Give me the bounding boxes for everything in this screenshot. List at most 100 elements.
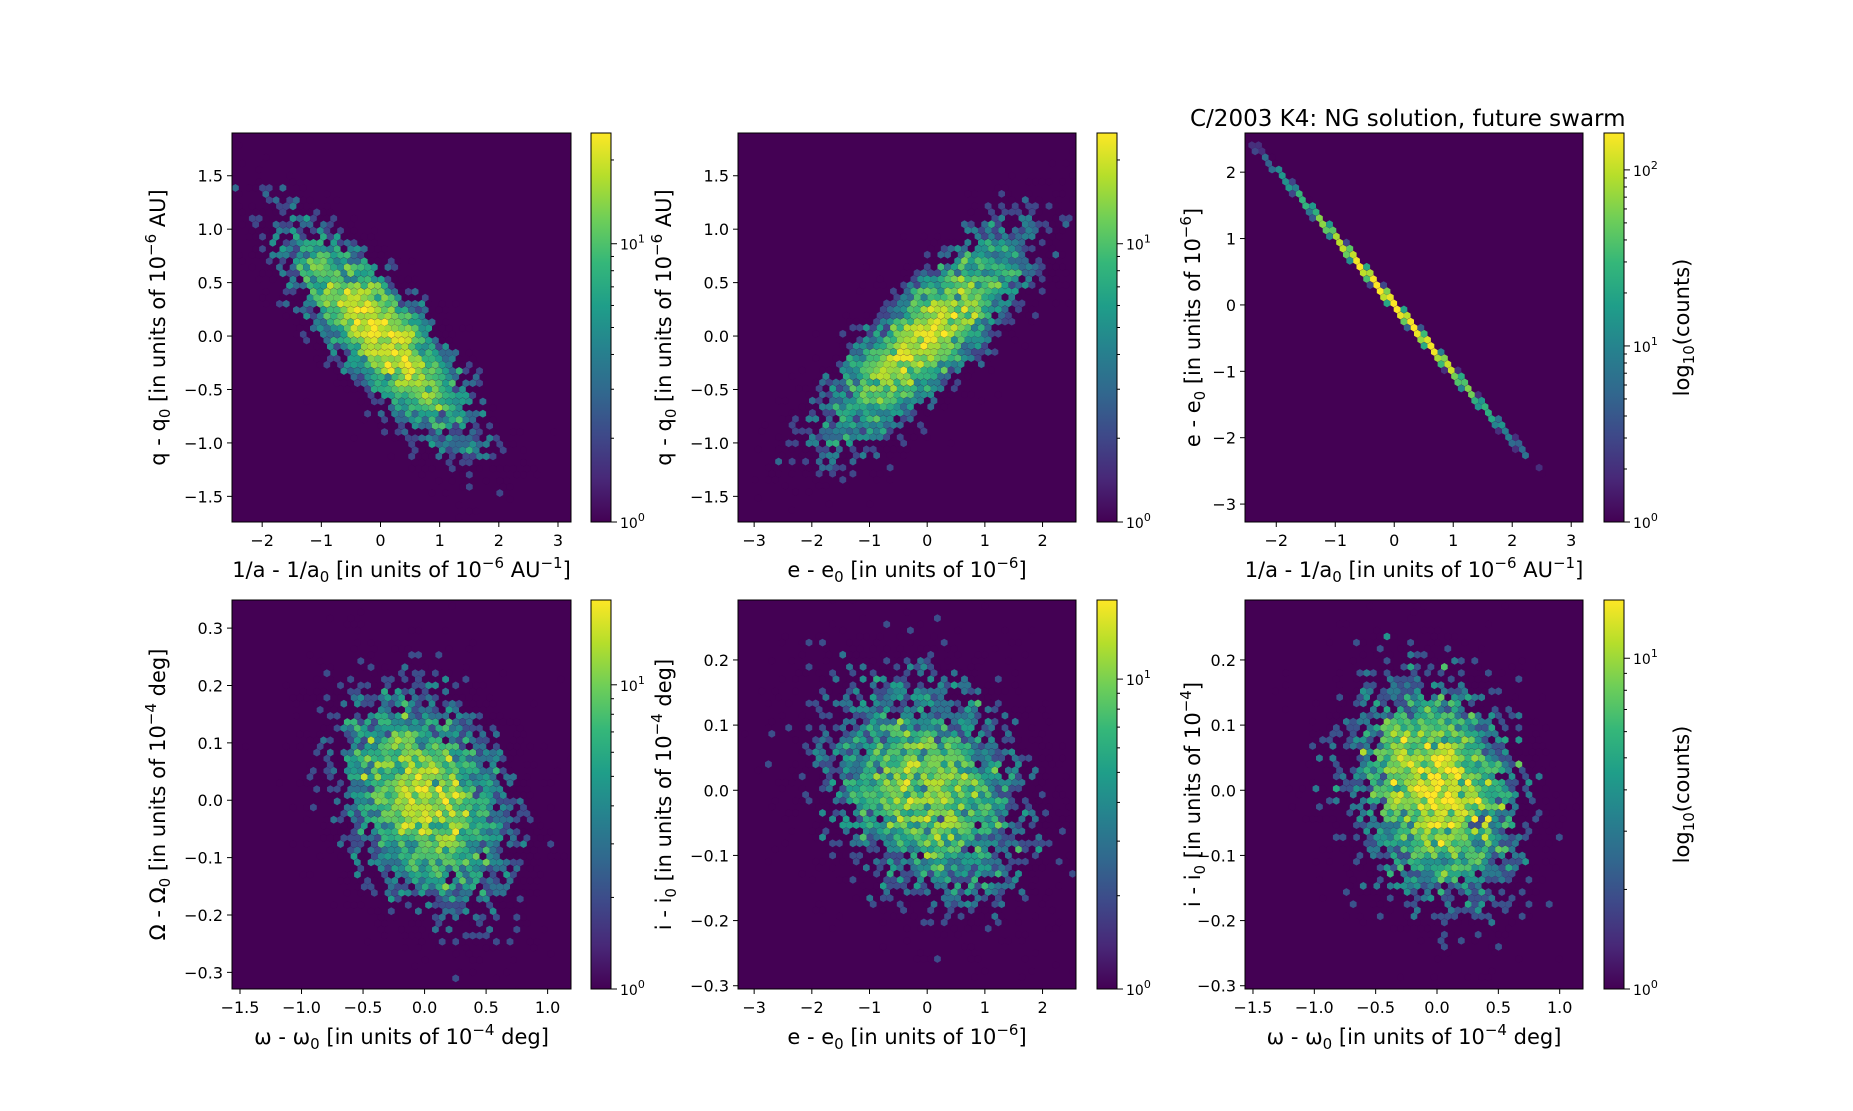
hexbin-cell (994, 894, 1002, 902)
hexbin-cell (343, 766, 351, 775)
hexbin-cell (927, 366, 935, 375)
hexbin-cell (944, 396, 951, 405)
hexbin-cell (547, 840, 555, 848)
hexbin-cell (350, 754, 358, 763)
hexbin-cell (1427, 723, 1435, 732)
hexbin-cell (445, 937, 453, 946)
hexbin-cell (893, 281, 901, 289)
hexbin-cell (802, 469, 809, 478)
hexbin-cell (934, 723, 941, 732)
hexbin-cell (907, 857, 914, 866)
hexbin-cell (391, 779, 399, 787)
hexbin-cell (829, 827, 836, 836)
hexbin-cell (432, 779, 439, 787)
hexbin-cell (384, 705, 392, 714)
hexbin-cell (428, 760, 436, 769)
hexbin-cell (387, 846, 395, 855)
hexbin-cell (886, 675, 894, 683)
hexbin-cell (846, 317, 853, 326)
hexbin-cell (326, 208, 334, 217)
hexbin-cell (438, 385, 446, 394)
hexbin-cell (944, 348, 951, 356)
hexbin-cell (299, 269, 307, 278)
hexbin-cell (950, 669, 958, 677)
x-tick-label: −3 (742, 998, 766, 1017)
panel-top-middle: −3 −2 −1 0 1 2−1.5−1.0−0.50.00.51.01.5e - e0 … (648, 132, 1151, 586)
hexbin-cell (408, 354, 416, 363)
hexbin-cell (836, 802, 843, 811)
hexbin-cell (1427, 748, 1435, 756)
hexbin-cell (866, 415, 874, 423)
hexbin-cell (988, 809, 995, 817)
hexbin-cell (343, 840, 351, 848)
hexbin-cell (978, 262, 985, 271)
hexbin-cell (937, 323, 945, 332)
hexbin-cell (326, 736, 334, 745)
hexbin-cell (316, 693, 324, 702)
hexbin-cell (313, 281, 321, 290)
hexbin-cell (856, 360, 864, 369)
hexbin-cell (856, 754, 864, 763)
hexbin-cell (469, 809, 477, 818)
hexbin-cell (771, 845, 779, 854)
hexbin-cell (876, 445, 884, 454)
hexbin-cell (1447, 809, 1455, 817)
hexbin-cell (866, 833, 874, 842)
hexbin-cell (934, 748, 941, 756)
hexbin-cell (435, 415, 443, 424)
hexbin-cell (910, 433, 918, 442)
hexbin-cell (313, 748, 321, 757)
hexbin-cell (971, 287, 978, 296)
hexbin-cell (852, 663, 860, 671)
hexbin-cell (930, 396, 938, 405)
hexbin-cell (903, 275, 911, 283)
hexbin-cell (343, 299, 351, 308)
hexbin-cell (974, 317, 982, 326)
hexbin-cell (1363, 275, 1371, 283)
x-tick-label: −2 (800, 998, 824, 1017)
hexbin-cell (455, 513, 463, 522)
hexbin-cell (394, 760, 402, 769)
hexbin-cell (543, 834, 551, 842)
hexbin-cell (944, 250, 951, 259)
hexbin-cell (438, 718, 446, 726)
hexbin-cell (988, 796, 995, 805)
hexbin-cell (299, 232, 307, 241)
hexbin-cell (357, 803, 365, 812)
hexbin-cell (340, 318, 348, 327)
hexbin-cell (550, 428, 558, 436)
hexbin-cell (1424, 778, 1431, 787)
hexbin-cell (310, 754, 317, 763)
hexbin-cell (964, 275, 972, 283)
hexbin-cell (954, 894, 962, 902)
hexbin-cell (476, 821, 483, 830)
hexbin-cell (954, 796, 962, 805)
hexbin-cell (964, 287, 972, 296)
hexbin-cell (462, 464, 470, 473)
hexbin-cell (438, 742, 446, 751)
hexbin-cell (944, 656, 951, 665)
hexbin-cell (957, 311, 965, 320)
hexbin-cell (988, 784, 995, 793)
colorbar-tick-label: 100 (1633, 511, 1658, 532)
hexbin-cell (1059, 790, 1066, 799)
hexbin-cell (1380, 281, 1387, 289)
hexbin-cell (907, 821, 914, 829)
hexbin-cell (1008, 208, 1016, 216)
hexbin-cell (421, 809, 429, 818)
y-tick-label: −1.0 (690, 434, 729, 453)
hexbin-cell (1032, 888, 1039, 896)
hexbin-cell (984, 202, 992, 210)
hexbin-cell (401, 281, 409, 290)
hexbin-cell (832, 427, 840, 435)
hexbin-cell (235, 141, 243, 150)
hexbin-cell (367, 342, 375, 351)
hexbin-cell (1032, 778, 1039, 787)
hexbin-cell (455, 415, 463, 424)
hexbin-cell (967, 955, 975, 963)
hexbin-cell (445, 360, 453, 369)
hexbin-cell (401, 403, 409, 412)
hexbin-cell (815, 754, 823, 763)
hexbin-cell (974, 354, 982, 362)
hexbin-cell (964, 888, 972, 896)
